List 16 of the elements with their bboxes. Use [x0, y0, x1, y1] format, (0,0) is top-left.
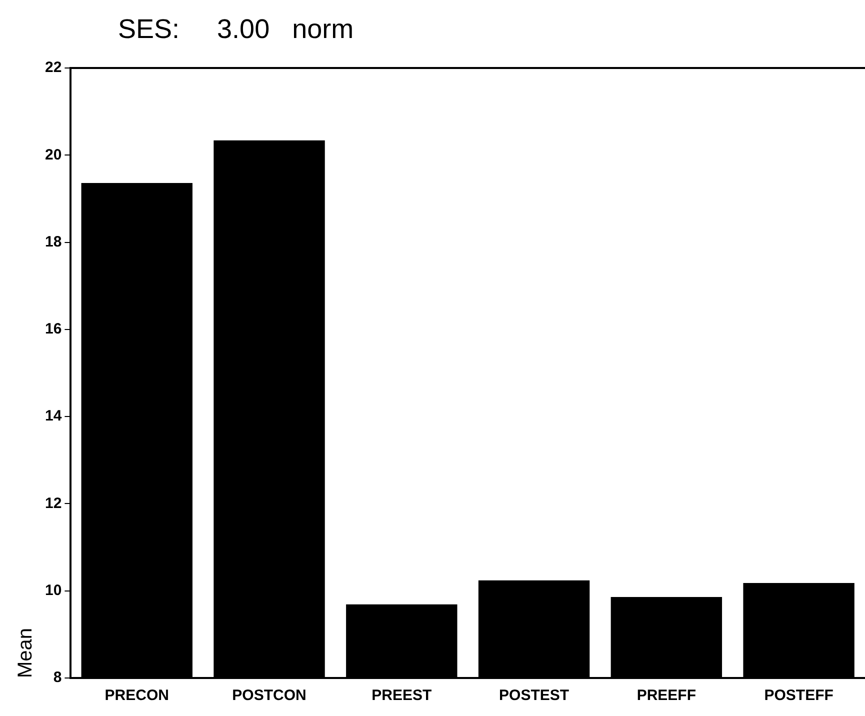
x-tick-label: POSTEFF	[764, 687, 834, 704]
y-tick-label: 20	[44, 146, 62, 164]
y-axis-title: Mean	[14, 628, 37, 678]
y-tick-label: 10	[44, 582, 62, 599]
x-tick-label: PRECON	[104, 687, 169, 704]
y-tick-label: 22	[44, 59, 62, 76]
x-tick-label: POSTEST	[499, 687, 570, 704]
y-tick-label: 8	[53, 669, 62, 686]
y-tick-label: 12	[44, 494, 62, 512]
chart-title: SES: 3.00 norm	[118, 14, 354, 45]
y-tick-label: 18	[44, 233, 62, 250]
x-tick-label: PREEST	[372, 687, 432, 704]
y-tick-label: 14	[44, 408, 62, 425]
x-tick-label: POSTCON	[232, 687, 306, 704]
y-tick-label: 16	[44, 320, 62, 338]
x-tick-label: PREEFF	[636, 687, 696, 704]
